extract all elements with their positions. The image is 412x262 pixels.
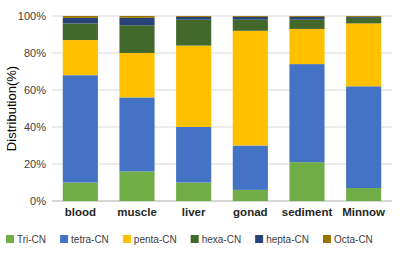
bar-segment: [119, 16, 154, 18]
legend-swatch: [255, 235, 263, 243]
bar-segment: [346, 23, 381, 86]
grid-line: [52, 90, 392, 91]
y-tick-label: 0%: [30, 195, 46, 207]
bar-segment: [289, 29, 324, 64]
bar-segment: [289, 64, 324, 162]
bar-segment: [346, 18, 381, 24]
bar-segment: [63, 16, 98, 18]
bar-segment: [233, 190, 268, 201]
bar-segment: [233, 20, 268, 31]
legend-swatch: [6, 235, 14, 243]
legend-swatch: [123, 235, 131, 243]
grid-line: [52, 164, 392, 165]
y-tick-label: 80%: [24, 47, 46, 59]
legend-label: tetra-CN: [71, 234, 109, 245]
bar-segment: [63, 75, 98, 182]
bar-segment: [119, 25, 154, 53]
bar-segment: [289, 162, 324, 201]
bar-segment: [346, 188, 381, 201]
y-tick-label: 40%: [24, 121, 46, 133]
bar-segment: [176, 127, 211, 183]
bars: [63, 16, 381, 201]
legend-label: Tri-CN: [17, 234, 46, 245]
bar-segment: [119, 18, 154, 25]
bar-segment: [346, 86, 381, 188]
bar-segment: [289, 20, 324, 29]
bar-segment: [289, 16, 324, 17]
bar-segment: [63, 18, 98, 24]
bar-segment: [233, 17, 268, 20]
x-tick-label: gonad: [233, 206, 268, 218]
bar-segment: [176, 17, 211, 20]
y-tick-label: 100%: [18, 10, 46, 22]
y-tick-label: 20%: [24, 158, 46, 170]
bar-segment: [233, 16, 268, 17]
bar-segment: [176, 16, 211, 17]
legend-swatch: [60, 235, 68, 243]
bar-segment: [289, 17, 324, 20]
bar-segment: [63, 23, 98, 40]
bar-segment: [233, 31, 268, 146]
bar-segment: [176, 46, 211, 127]
bar-segment: [119, 171, 154, 201]
bar-segment: [63, 40, 98, 75]
x-tick-label: blood: [65, 206, 96, 218]
bar-segment: [346, 16, 381, 17]
chart: 0% 20% 40% 60% 80% 100% Distribution(%) blood mu…: [0, 0, 412, 262]
legend-label: hexa-CN: [202, 234, 241, 245]
x-tick-label: Minnow: [342, 206, 385, 218]
legend-label: hepta-CN: [266, 234, 309, 245]
y-axis-label: Distribution(%): [4, 66, 19, 151]
bar-segment: [176, 183, 211, 202]
y-tick-label: 60%: [24, 84, 46, 96]
bar-segment: [119, 97, 154, 171]
bar-segment: [63, 183, 98, 202]
grid-line: [52, 16, 392, 17]
grid-line: [52, 53, 392, 54]
x-tick-label: muscle: [117, 206, 157, 218]
legend: Tri-CN tetra-CN penta-CN hexa-CN hepta-CN Oct…: [6, 234, 373, 245]
x-axis: [52, 201, 392, 202]
bar-segment: [233, 146, 268, 190]
legend-label: Octa-CN: [334, 234, 373, 245]
x-tick-label: sediment: [282, 206, 333, 218]
grid-line: [52, 127, 392, 128]
legend-swatch: [323, 235, 331, 243]
bar-segment: [176, 20, 211, 46]
grid-line: [52, 201, 392, 202]
x-tick-label: liver: [182, 206, 206, 218]
legend-label: penta-CN: [134, 234, 177, 245]
legend-swatch: [191, 235, 199, 243]
bar-segment: [346, 16, 381, 18]
bar-segment: [119, 53, 154, 97]
